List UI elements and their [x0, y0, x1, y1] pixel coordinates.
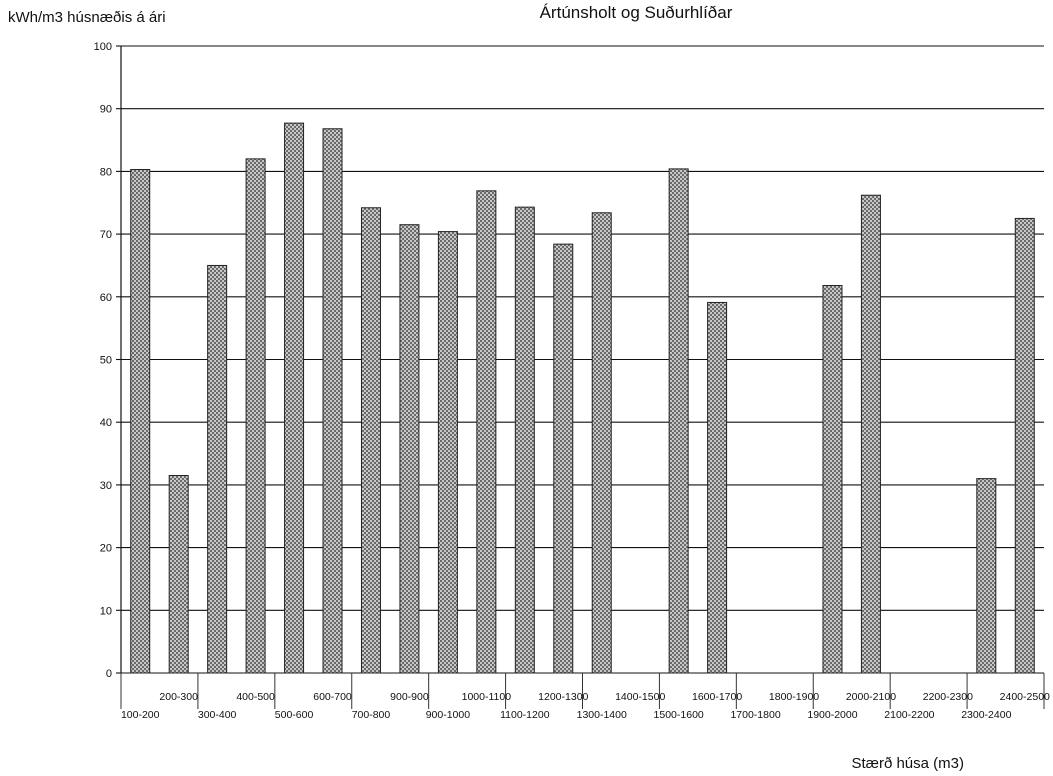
bar-2400-2500 — [1014, 217, 1035, 674]
y-tick-label: 90 — [100, 104, 112, 116]
x-tick-label: 1800-1900 — [769, 691, 819, 703]
bar-1200-1300 — [553, 243, 574, 674]
x-tick-label: 2400-2500 — [1000, 691, 1050, 703]
x-tick-label: 2000-2100 — [846, 691, 896, 703]
y-tick-label: 10 — [100, 605, 112, 617]
x-tick-label: 1300-1400 — [577, 709, 627, 721]
y-tick-label: 30 — [100, 480, 112, 492]
x-tick-label: 1200-1300 — [538, 691, 588, 703]
bar-400-500 — [245, 158, 266, 674]
x-tick-label: 300-400 — [198, 709, 237, 721]
bar-1500-1600 — [668, 168, 689, 674]
bar-900-1000 — [437, 231, 458, 674]
x-tick-label: 1900-2000 — [807, 709, 857, 721]
gridlines — [120, 45, 1044, 674]
x-tick-label: 100-200 — [121, 709, 160, 721]
y-tick-label: 60 — [100, 292, 112, 304]
bar-1300-1400 — [591, 212, 612, 674]
x-tick-label: 900-900 — [390, 691, 429, 703]
y-tick-label: 80 — [100, 166, 112, 178]
y-tick-label: 20 — [100, 543, 112, 555]
x-tick-label: 700-800 — [352, 709, 391, 721]
x-tick-label: 2300-2400 — [961, 709, 1011, 721]
bar-2000-2100 — [860, 194, 881, 674]
x-tick-label: 1400-1500 — [615, 691, 665, 703]
bar-1600-1700 — [707, 301, 728, 674]
bar-500-600 — [284, 122, 305, 674]
y-tick-label: 0 — [106, 668, 112, 680]
bar-2300-2400 — [976, 478, 997, 674]
x-tick-label: 2100-2200 — [884, 709, 934, 721]
bar-600-700 — [322, 128, 343, 674]
bar-300-400 — [207, 264, 228, 674]
x-tick-label: 600-700 — [313, 691, 352, 703]
x-tick-label: 900-1000 — [426, 709, 471, 721]
x-tick-label: 1500-1600 — [654, 709, 704, 721]
y-tick-label: 50 — [100, 355, 112, 367]
x-tick-label: 400-500 — [236, 691, 275, 703]
y-tick-label: 100 — [94, 41, 112, 53]
y-tick-label: 40 — [100, 417, 112, 429]
x-tick-label: 2200-2300 — [923, 691, 973, 703]
y-axis-label: kWh/m3 húsnæðis á ári — [8, 9, 166, 26]
x-tick-label: 500-600 — [275, 709, 314, 721]
bar-100-200 — [130, 169, 151, 674]
bar-700-800 — [360, 207, 381, 674]
x-tick-label: 1600-1700 — [692, 691, 742, 703]
x-axis-label: Stærð húsa (m3) — [851, 755, 964, 772]
bar-800-900 — [399, 224, 420, 674]
y-axis-ticks: 0 10 20 30 40 50 60 70 80 90 100 — [94, 41, 121, 680]
x-tick-label: 1000-1100 — [462, 691, 512, 703]
x-tick-label: 1700-1800 — [730, 709, 780, 721]
bar-1000-1100 — [476, 190, 497, 674]
x-tick-label: 200-300 — [159, 691, 198, 703]
bar-1900-2000 — [822, 285, 843, 674]
chart-title: Ártúnsholt og Suðurhlíðar — [540, 3, 733, 22]
bar-1100-1200 — [514, 206, 535, 674]
bars — [130, 122, 1035, 674]
bar-200-300 — [168, 474, 189, 674]
x-tick-label: 1100-1200 — [500, 709, 550, 721]
y-tick-label: 70 — [100, 229, 112, 241]
